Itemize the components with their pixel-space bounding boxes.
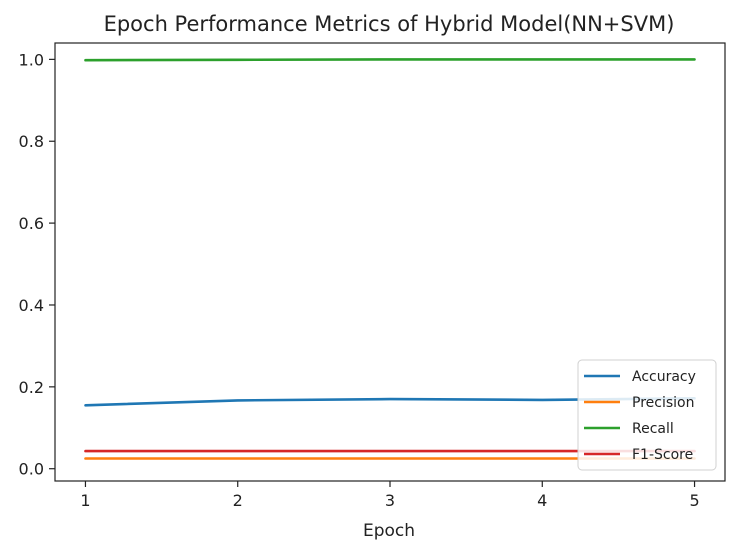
y-axis: 0.0 0.2 0.4 0.6 0.8 1.0: [19, 50, 55, 479]
legend-box: [577, 359, 717, 471]
y-tick-label: 0.6: [19, 214, 44, 233]
x-axis-label: Epoch: [363, 521, 415, 541]
x-tick-label: 4: [537, 491, 547, 510]
x-tick-label: 3: [385, 491, 395, 510]
y-tick-label: 0.2: [19, 378, 44, 397]
chart-title: Epoch Performance Metrics of Hybrid Mode…: [104, 12, 675, 36]
y-tick-label: 0.0: [19, 460, 44, 479]
x-tick-label: 1: [80, 491, 90, 510]
series-line-recall: [84, 58, 696, 62]
y-tick-label: 0.8: [19, 132, 44, 151]
x-tick-label: 2: [233, 491, 243, 510]
legend-label: Precision: [632, 395, 694, 411]
legend-label: F1-Score: [632, 447, 693, 463]
y-tick-label: 0.4: [19, 296, 44, 315]
legend-label: Accuracy: [632, 369, 696, 385]
legend-label: Recall: [632, 421, 674, 437]
x-axis: 1 2 3 4 5: [80, 481, 700, 510]
x-tick-label: 5: [689, 491, 699, 510]
legend: Accuracy Precision Recall F1-Score: [577, 359, 717, 471]
y-tick-label: 1.0: [19, 50, 44, 69]
